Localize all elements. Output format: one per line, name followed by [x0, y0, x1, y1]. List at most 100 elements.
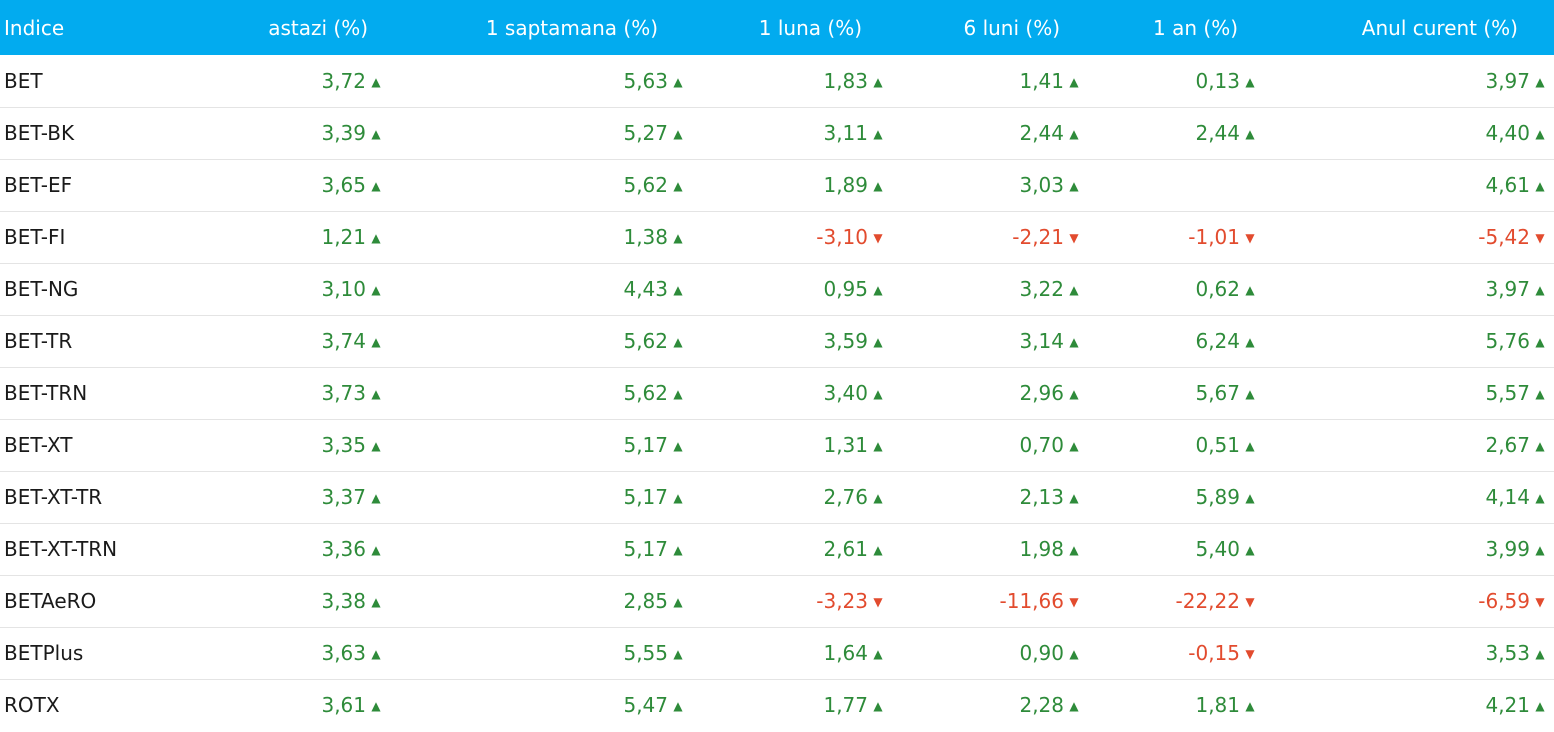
index-name[interactable]: BET-BK: [4, 121, 75, 145]
cell-1-luna: -3,23 ▼: [692, 575, 892, 627]
percent-value: 1,41: [1019, 68, 1064, 93]
cell-1-an: 5,40 ▲: [1088, 523, 1264, 575]
index-name[interactable]: BET-NG: [4, 277, 79, 301]
triangle-up-icon: ▲: [1069, 491, 1079, 505]
percent-value: 3,37: [321, 485, 366, 509]
index-name[interactable]: BETPlus: [4, 641, 84, 665]
table-row[interactable]: BET-XT 3,35 ▲ 5,17 ▲ 1,31 ▲ 0,70 ▲ 0,51 ▲ 2,67 ▲: [0, 419, 1554, 471]
cell-1-saptamana: 5,27 ▲: [390, 107, 692, 159]
percent-value: 1,64: [823, 641, 868, 665]
cell-anul-curent: -5,42 ▼: [1264, 211, 1554, 263]
percent-value: 3,10: [321, 277, 366, 301]
triangle-up-icon: ▲: [1245, 543, 1255, 557]
column-header-1-luna[interactable]: 1 luna (%): [758, 15, 862, 40]
percent-value: 5,76: [1485, 329, 1530, 353]
column-header-indice[interactable]: Indice: [4, 15, 65, 40]
table-row[interactable]: BET-XT-TR 3,37 ▲ 5,17 ▲ 2,76 ▲ 2,13 ▲ 5,89 ▲ 4,14 ▲: [0, 471, 1554, 523]
triangle-up-icon: ▲: [673, 439, 683, 453]
table-row[interactable]: BET-FI 1,21 ▲ 1,38 ▲ -3,10 ▼ -2,21 ▼ -1,01 ▼ -5,42 ▼: [0, 211, 1554, 263]
cell-1-saptamana: 5,17 ▲: [390, 419, 692, 471]
cell-1-saptamana: 5,62 ▲: [390, 367, 692, 419]
index-name[interactable]: BET-TRN: [4, 381, 88, 405]
index-name[interactable]: BETAeRO: [4, 589, 97, 613]
index-name[interactable]: BET-XT-TRN: [4, 537, 118, 561]
percent-value: 1,81: [1195, 693, 1240, 718]
percent-value: 3,53: [1485, 641, 1530, 665]
percent-value: 2,85: [623, 589, 668, 613]
cell-1-an: [1088, 159, 1264, 211]
percent-value: 2,76: [823, 485, 868, 509]
percent-value: 3,99: [1485, 537, 1530, 561]
cell-6-luni: 0,90 ▲: [892, 627, 1088, 679]
triangle-down-icon: ▼: [1069, 595, 1079, 609]
percent-value: 5,47: [623, 693, 668, 718]
index-name[interactable]: ROTX: [4, 693, 60, 718]
percent-value: 3,38: [321, 589, 366, 613]
percent-value: 4,21: [1485, 693, 1530, 718]
table-row[interactable]: BET-XT-TRN 3,36 ▲ 5,17 ▲ 2,61 ▲ 1,98 ▲ 5,40 ▲ 3,99 ▲: [0, 523, 1554, 575]
table-row[interactable]: BETPlus 3,63 ▲ 5,55 ▲ 1,64 ▲ 0,90 ▲ -0,15 ▼ 3,53 ▲: [0, 627, 1554, 679]
cell-1-luna: 2,76 ▲: [692, 471, 892, 523]
triangle-up-icon: ▲: [1069, 647, 1079, 661]
cell-astazi: 3,10 ▲: [205, 263, 390, 315]
triangle-up-icon: ▲: [371, 491, 381, 505]
percent-value: -22,22: [1175, 589, 1240, 613]
percent-value: 3,22: [1019, 277, 1064, 301]
triangle-up-icon: ▲: [873, 543, 883, 557]
index-name[interactable]: BET-XT: [4, 433, 73, 457]
column-header-astazi[interactable]: astazi (%): [268, 15, 368, 40]
table-row[interactable]: BET-TRN 3,73 ▲ 5,62 ▲ 3,40 ▲ 2,96 ▲ 5,67 ▲ 5,57 ▲: [0, 367, 1554, 419]
percent-value: 1,31: [823, 433, 868, 457]
table-row[interactable]: ROTX 3,61 ▲ 5,47 ▲ 1,77 ▲ 2,28 ▲ 1,81 ▲ 4,21 ▲: [0, 679, 1554, 731]
cell-astazi: 1,21 ▲: [205, 211, 390, 263]
cell-1-saptamana: 5,55 ▲: [390, 627, 692, 679]
index-name[interactable]: BET-FI: [4, 225, 66, 249]
column-header-1-an[interactable]: 1 an (%): [1153, 15, 1238, 40]
triangle-up-icon: ▲: [673, 231, 683, 245]
index-name[interactable]: BET: [4, 68, 43, 93]
percent-value: 2,67: [1485, 433, 1530, 457]
cell-1-an: 6,24 ▲: [1088, 315, 1264, 367]
triangle-up-icon: ▲: [873, 283, 883, 297]
triangle-up-icon: ▲: [1069, 439, 1079, 453]
triangle-up-icon: ▲: [1069, 283, 1079, 297]
table-row[interactable]: BET-BK 3,39 ▲ 5,27 ▲ 3,11 ▲ 2,44 ▲ 2,44 ▲ 4,40 ▲: [0, 107, 1554, 159]
triangle-down-icon: ▼: [1245, 647, 1255, 661]
cell-6-luni: 2,96 ▲: [892, 367, 1088, 419]
column-header-1-saptamana[interactable]: 1 saptamana (%): [485, 15, 658, 40]
column-header-6-luni[interactable]: 6 luni (%): [963, 15, 1060, 40]
percent-value: 3,14: [1019, 329, 1064, 353]
column-header-anul-curent[interactable]: Anul curent (%): [1361, 15, 1518, 40]
cell-anul-curent: 3,53 ▲: [1264, 627, 1554, 679]
cell-astazi: 3,38 ▲: [205, 575, 390, 627]
triangle-up-icon: ▲: [873, 699, 883, 714]
triangle-up-icon: ▲: [1069, 387, 1079, 401]
table-row[interactable]: BET 3,72 ▲ 5,63 ▲ 1,83 ▲ 1,41 ▲ 0,13 ▲ 3,97 ▲: [0, 55, 1554, 107]
table-row[interactable]: BET-NG 3,10 ▲ 4,43 ▲ 0,95 ▲ 3,22 ▲ 0,62 ▲ 3,97 ▲: [0, 263, 1554, 315]
cell-1-luna: 0,95 ▲: [692, 263, 892, 315]
triangle-up-icon: ▲: [873, 74, 883, 89]
percent-value: 5,17: [623, 433, 668, 457]
triangle-up-icon: ▲: [673, 647, 683, 661]
percent-value: -2,21: [1012, 225, 1064, 249]
table-row[interactable]: BETAeRO 3,38 ▲ 2,85 ▲ -3,23 ▼ -11,66 ▼ -22,22 ▼ -6,…: [0, 575, 1554, 627]
index-name[interactable]: BET-TR: [4, 329, 73, 353]
table-row[interactable]: BET-EF 3,65 ▲ 5,62 ▲ 1,89 ▲ 3,03 ▲ 4,61 ▲: [0, 159, 1554, 211]
cell-1-saptamana: 1,38 ▲: [390, 211, 692, 263]
percent-value: 4,61: [1485, 173, 1530, 197]
cell-1-luna: 3,59 ▲: [692, 315, 892, 367]
index-name[interactable]: BET-XT-TR: [4, 485, 103, 509]
triangle-up-icon: ▲: [371, 179, 381, 193]
percent-value: 4,14: [1485, 485, 1530, 509]
triangle-up-icon: ▲: [673, 335, 683, 349]
percent-value: 4,40: [1485, 121, 1530, 145]
cell-1-an: 0,62 ▲: [1088, 263, 1264, 315]
cell-1-luna: 3,40 ▲: [692, 367, 892, 419]
cell-astazi: 3,39 ▲: [205, 107, 390, 159]
percent-value: 3,61: [321, 693, 366, 718]
triangle-down-icon: ▼: [873, 231, 883, 245]
index-name[interactable]: BET-EF: [4, 173, 73, 197]
percent-value: 2,44: [1019, 121, 1064, 145]
percent-value: 0,90: [1019, 641, 1064, 665]
table-row[interactable]: BET-TR 3,74 ▲ 5,62 ▲ 3,59 ▲ 3,14 ▲ 6,24 ▲ 5,76 ▲: [0, 315, 1554, 367]
